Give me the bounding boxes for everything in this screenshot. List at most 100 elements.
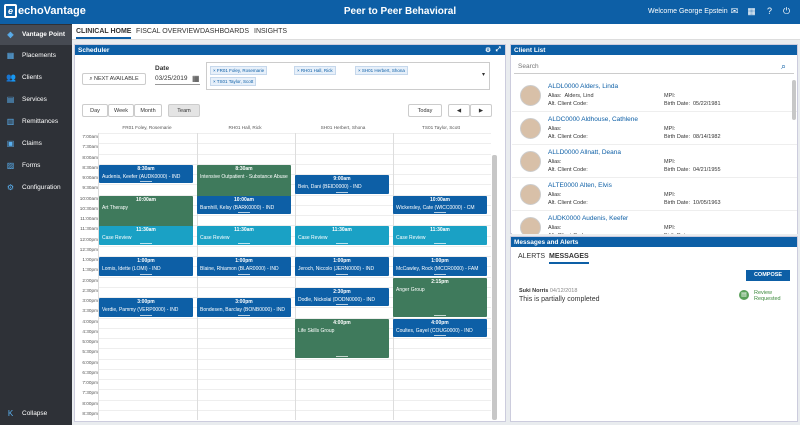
tab-messages[interactable]: MESSAGES bbox=[549, 253, 589, 264]
schedule-event[interactable]: 1:00pm Lomis, Idette (LOMI) - IND bbox=[99, 257, 193, 276]
sidebar-item-configuration[interactable]: ⚙ Configuration bbox=[0, 178, 72, 198]
logout-icon[interactable]: ⏻ bbox=[782, 6, 791, 16]
sidebar-item-vantage-point[interactable]: ◈ Vantage Point bbox=[0, 25, 72, 45]
collapse-icon: K bbox=[7, 409, 14, 418]
client-name[interactable]: ALDL0000 Alders, Linda bbox=[548, 83, 619, 90]
time-label: 6:30pm bbox=[82, 369, 98, 375]
event-drag-handle[interactable] bbox=[434, 335, 446, 336]
event-drag-handle[interactable] bbox=[140, 314, 152, 316]
event-drag-handle[interactable] bbox=[140, 242, 152, 244]
message-text[interactable]: This is partially completed bbox=[519, 296, 600, 303]
staff-chip[interactable]: × RH01 Hall, Rick bbox=[294, 66, 336, 75]
schedule-event[interactable]: 10:00am Barnhill, Kelsy (BARK0000) - IND bbox=[197, 195, 291, 214]
birth-value: 08/14/1982 bbox=[692, 134, 721, 140]
event-drag-handle[interactable] bbox=[336, 304, 348, 306]
sidebar-item-remittances[interactable]: ▥ Remittances bbox=[0, 112, 72, 132]
today-button[interactable]: Today bbox=[408, 104, 442, 117]
birth-value: 05/22/1981 bbox=[692, 101, 721, 107]
event-drag-handle[interactable] bbox=[238, 314, 250, 316]
app-logo[interactable]: e echoVantage bbox=[4, 4, 86, 18]
tab-dashboards[interactable]: DASHBOARDS bbox=[200, 28, 250, 35]
client-row[interactable]: ALLD0000 Allnatt, Deana Alias: Alt. Client… bbox=[512, 145, 797, 178]
view-month-button[interactable]: Month bbox=[134, 104, 162, 117]
schedule-event[interactable]: 4:00pm Life Skills Group bbox=[295, 318, 389, 358]
client-search-input[interactable] bbox=[514, 60, 794, 74]
client-list-scrollbar[interactable] bbox=[792, 80, 796, 120]
mail-icon[interactable]: ✉ bbox=[730, 6, 739, 16]
tab-fiscal-overview[interactable]: FISCAL OVERVIEW bbox=[136, 28, 200, 35]
event-drag-handle[interactable] bbox=[140, 273, 152, 275]
client-name[interactable]: ALLD0000 Allnatt, Deana bbox=[548, 149, 621, 156]
scheduler-scrollbar[interactable] bbox=[492, 155, 497, 420]
schedule-event[interactable]: 9:00am Bein, Dani (BEID0000) - IND bbox=[295, 175, 389, 194]
schedule-event[interactable]: 1:00pm Blaine, Rhiamon (BLAR0000) - IND bbox=[197, 257, 291, 276]
tab-insights[interactable]: INSIGHTS bbox=[254, 28, 288, 35]
event-drag-handle[interactable] bbox=[434, 242, 446, 244]
schedule-event[interactable]: 2:30pm Dodle, Nickolai (DODN0000) - IND bbox=[295, 287, 389, 307]
schedule-event[interactable]: 1:00pm Jeroch, Niccolo (JERN0000) - IND bbox=[295, 257, 389, 276]
event-drag-handle[interactable] bbox=[336, 273, 348, 275]
event-drag-handle[interactable] bbox=[434, 273, 446, 275]
event-drag-handle[interactable] bbox=[434, 212, 446, 213]
view-day-button[interactable]: Day bbox=[82, 104, 108, 117]
tab-clinical-home[interactable]: CLINICAL HOME bbox=[76, 28, 132, 39]
sidebar-collapse[interactable]: K Collapse bbox=[0, 404, 72, 424]
client-name[interactable]: AUDK0000 Audenis, Keefer bbox=[548, 215, 629, 222]
birth-date: Birth Date: 05/22/1981 bbox=[664, 101, 721, 107]
settings-icon[interactable]: ⚙ bbox=[485, 47, 491, 54]
schedule-event[interactable]: 8:30am Audenis, Keefer (AUDK0000) - IND bbox=[99, 164, 193, 184]
date-input[interactable]: 03/25/2019 bbox=[155, 75, 200, 85]
calendar-icon[interactable]: ▦ bbox=[192, 74, 200, 83]
schedule-event[interactable]: 4:00pm Coultes, Gayel (COUG0000) - IND bbox=[393, 318, 487, 337]
expand-icon[interactable]: ⤢ bbox=[495, 46, 501, 53]
event-time: 10:00am bbox=[233, 196, 254, 203]
staff-chip[interactable]: × FR01 Foley, Rosemarie bbox=[210, 66, 268, 75]
prev-button[interactable]: ◀ bbox=[448, 104, 470, 117]
message-status: Review Requested bbox=[754, 290, 781, 302]
client-row[interactable]: ALDL0000 Alders, Linda Alias: Alders, Lind… bbox=[512, 79, 797, 112]
event-drag-handle[interactable] bbox=[336, 355, 348, 357]
staff-chip[interactable]: × SH01 Herbert, Shona bbox=[355, 66, 408, 75]
event-drag-handle[interactable] bbox=[140, 181, 152, 183]
staff-chip[interactable]: × TS01 Taylor, Scott bbox=[210, 77, 257, 86]
schedule-event[interactable]: 11:30am Case Review bbox=[197, 226, 291, 245]
event-drag-handle[interactable] bbox=[336, 242, 348, 244]
event-drag-handle[interactable] bbox=[238, 212, 250, 213]
schedule-event[interactable]: 1:00pm McCawley, Rock (MCCR0000) - FAM bbox=[393, 257, 487, 276]
event-time: 8:30am bbox=[235, 165, 253, 172]
sidebar-item-clients[interactable]: 👥 Clients bbox=[0, 68, 72, 88]
client-row[interactable]: ALDC0000 Aldhouse, Cathlene Alias: Alt. Cl… bbox=[512, 112, 797, 145]
sidebar-item-forms[interactable]: ▨ Forms bbox=[0, 156, 72, 176]
schedule-event[interactable]: 11:30am Case Review bbox=[295, 226, 389, 245]
event-name: Blaine, Rhiamon (BLAR0000) - IND bbox=[200, 266, 279, 272]
chevron-down-icon[interactable]: ▾ bbox=[481, 72, 485, 78]
search-icon[interactable]: ⌕ bbox=[781, 61, 787, 71]
schedule-event[interactable]: 11:30am Case Review bbox=[393, 226, 487, 245]
event-drag-handle[interactable] bbox=[238, 273, 250, 275]
next-available-button[interactable]: ⌕ NEXT AVAILABLE bbox=[82, 73, 146, 85]
event-drag-handle[interactable] bbox=[238, 242, 250, 244]
sidebar-item-placements[interactable]: ▦ Placements bbox=[0, 46, 72, 66]
grid-icon[interactable]: ▦ bbox=[747, 6, 756, 16]
event-drag-handle[interactable] bbox=[434, 314, 446, 316]
schedule-event[interactable]: 3:00pm Verdie, Pammy (VERP0000) - IND bbox=[99, 298, 193, 317]
client-list-title: Client List bbox=[514, 47, 546, 54]
event-drag-handle[interactable] bbox=[336, 191, 348, 193]
help-icon[interactable]: ? bbox=[766, 6, 772, 16]
schedule-event[interactable]: 11:30am Case Review bbox=[99, 226, 193, 245]
sidebar-item-services[interactable]: ▤ Services bbox=[0, 90, 72, 110]
view-week-button[interactable]: Week bbox=[108, 104, 134, 117]
next-button[interactable]: ▶ bbox=[470, 104, 492, 117]
tab-alerts[interactable]: ALERTS bbox=[518, 253, 546, 260]
client-row[interactable]: ALTE0000 Alten, Elvis Alias: Alt. Client C… bbox=[512, 178, 797, 211]
time-label: 3:00pm bbox=[82, 298, 98, 303]
schedule-event[interactable]: 2:15pm Anger Group bbox=[393, 277, 487, 317]
sidebar-item-claims[interactable]: ▣ Claims bbox=[0, 134, 72, 154]
compose-button[interactable]: COMPOSE bbox=[746, 270, 790, 281]
schedule-event[interactable]: 3:00pm Bondesen, Barclay (BONB0000) - IND bbox=[197, 298, 291, 317]
client-row[interactable]: AUDK0000 Audenis, Keefer Alias: Alt. Clien… bbox=[512, 211, 797, 235]
view-team-button[interactable]: Team bbox=[168, 104, 200, 117]
schedule-event[interactable]: 10:00am Wickersley, Cate (WICC0000) - CM bbox=[393, 195, 487, 214]
client-name[interactable]: ALDC0000 Aldhouse, Cathlene bbox=[548, 116, 638, 123]
client-name[interactable]: ALTE0000 Alten, Elvis bbox=[548, 182, 612, 189]
